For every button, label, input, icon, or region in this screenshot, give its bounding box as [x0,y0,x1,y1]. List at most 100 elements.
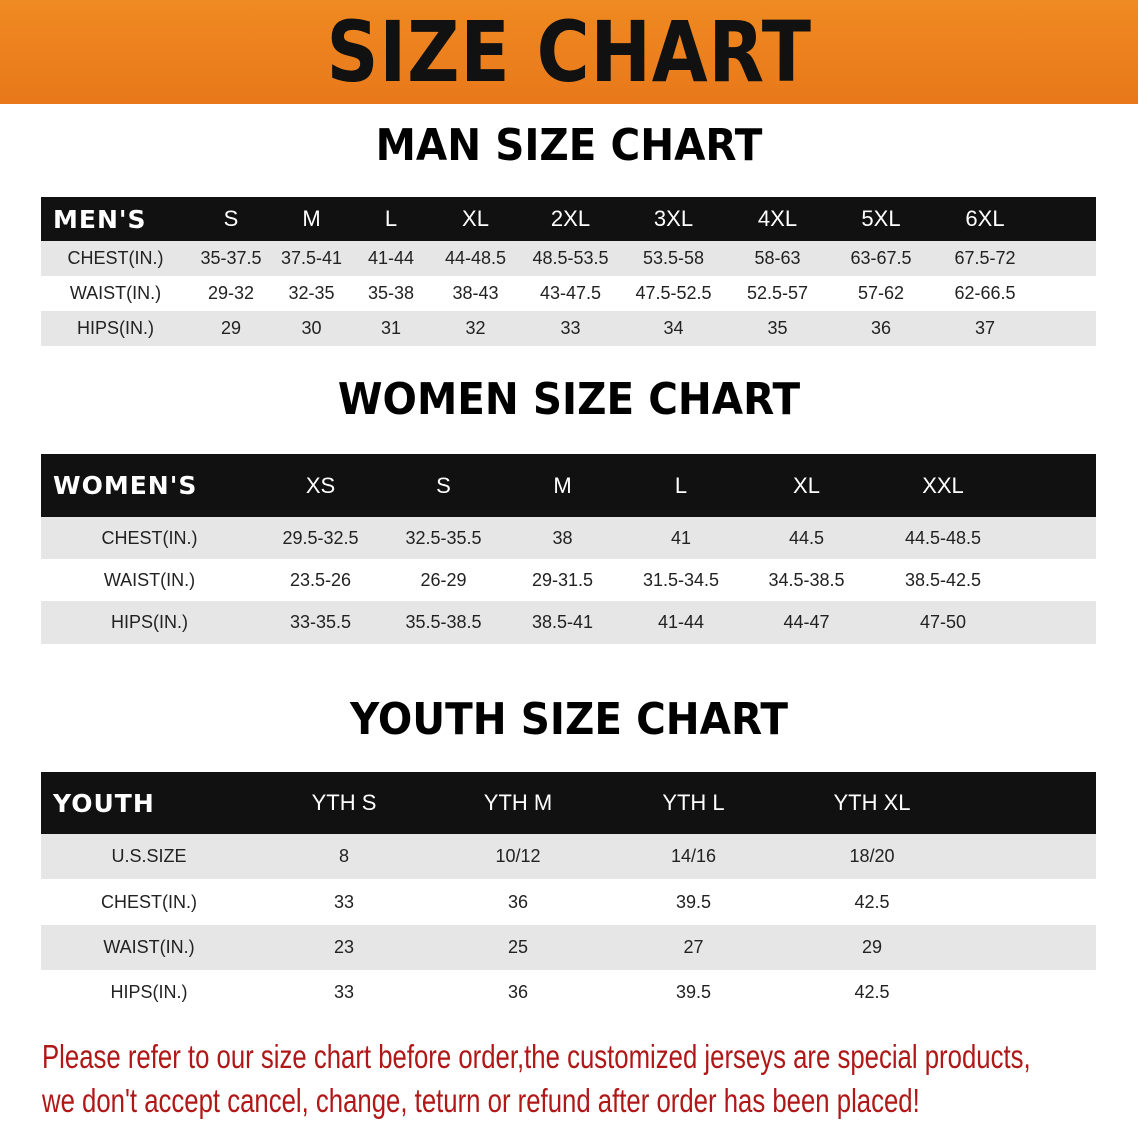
measurement-cell: 44-48.5 [444,248,507,268]
measurement-cell: 36 [507,982,529,1002]
measurement-cell: 33-35.5 [289,612,352,632]
measurement-cell: 30 [301,318,322,338]
table-row: HIPS(IN.) 33 36 39.5 42.5 [41,970,1096,1015]
measurement-cell: 67.5-72 [954,248,1016,268]
measurement-cell: 29.5-32.5 [282,527,359,548]
size-chart-banner: SIZE CHART [0,0,1138,104]
measurement-cell: 32.5-35.5 [405,527,482,548]
measurement-cell: 25 [507,937,529,957]
table-header-row: YOUTH YTH S YTH M YTH L YTH XL [41,772,1096,834]
measurement-cell: 35-37.5 [200,248,262,268]
women-section-title: WOMEN SIZE CHART [337,374,801,425]
row-label: CHEST(IN.) [101,891,197,912]
measurement-cell: 38-43 [452,283,499,303]
size-header: XL [793,472,820,498]
measurement-cell: 47-50 [919,612,967,632]
measurement-cell: 41-44 [657,612,705,632]
measurement-cell: 35-38 [367,283,415,303]
table-row: U.S.SIZE 8 10/12 14/16 18/20 [41,834,1096,879]
measurement-cell: 29 [861,937,883,957]
youth-size-table: YOUTH YTH S YTH M YTH L YTH XL U.S.SIZE 8 10/12… [41,772,1096,1015]
table-header-row: MEN'S S M L XL 2XL 3XL 4XL 5XL 6XL [41,197,1096,241]
men-section-title: MAN SIZE CHART [375,120,763,171]
measurement-cell: 38 [552,527,573,548]
measurement-cell: 44-47 [783,612,830,632]
measurement-cell: 33 [333,891,355,912]
row-label: HIPS(IN.) [110,612,188,632]
row-label: WAIST(IN.) [103,569,196,590]
measurement-cell: 29-31.5 [531,569,594,590]
measurement-cell: 57-62 [857,283,905,303]
measurement-cell: 36 [870,318,892,338]
table-row: CHEST(IN.) 33 36 39.5 42.5 [41,879,1096,925]
measurement-cell: 32-35 [288,283,335,303]
measurement-cell: 53.5-58 [642,248,705,268]
row-label: CHEST(IN.) [101,527,198,548]
size-header: 4XL [757,206,798,231]
measurement-cell: 31.5-34.5 [642,569,720,590]
measurement-cell: 43-47.5 [539,283,602,303]
measurement-cell: 29-32 [207,283,255,303]
size-header: S [223,206,239,231]
table-row: HIPS(IN.) 33-35.5 35.5-38.5 38.5-41 41-44 44-… [41,601,1096,644]
measurement-cell: 23 [333,937,355,957]
notice-line-1: Please refer to our size chart before or… [42,1038,1031,1075]
row-label: CHEST(IN.) [67,248,164,268]
size-header: XXL [922,472,964,498]
measurement-cell: 62-66.5 [954,283,1016,303]
size-header: 3XL [653,206,694,231]
measurement-cell: 35.5-38.5 [405,612,482,632]
measurement-cell: 52.5-57 [746,283,809,303]
measurement-cell: 39.5 [675,891,712,912]
size-header: L [674,472,688,498]
size-header: YTH S [311,790,377,815]
measurement-cell: 41-44 [367,248,415,268]
size-header: S [436,472,451,498]
measurement-cell: 18/20 [849,846,895,866]
size-header: 5XL [861,206,901,231]
measurement-cell: 39.5 [675,982,712,1002]
measurement-cell: 48.5-53.5 [532,248,609,268]
measurement-cell: 44.5-48.5 [904,527,982,548]
size-header: XS [305,472,336,498]
measurement-cell: 34.5-38.5 [768,569,845,590]
measurement-cell: 23.5-26 [289,569,352,590]
measurement-cell: 33 [560,318,581,338]
measurement-cell: 33 [333,982,355,1002]
table-corner-label: MEN'S [53,204,147,234]
row-label: HIPS(IN.) [76,318,154,338]
size-header: 6XL [965,206,1005,231]
table-row: WAIST(IN.) 23 25 27 29 [41,925,1096,970]
table-corner-label: YOUTH [53,788,155,818]
measurement-cell: 14/16 [670,846,717,866]
size-header: YTH L [662,790,725,815]
measurement-cell: 27 [683,937,704,957]
size-header: YTH M [483,790,553,815]
size-header: XL [462,206,489,231]
table-header-row: WOMEN'S XS S M L XL XXL [41,454,1096,517]
men-size-table: MEN'S S M L XL 2XL 3XL 4XL 5XL 6XL CHEST(IN.) 35-37… [41,197,1096,346]
table-row: HIPS(IN.) 29 30 31 32 33 34 35 36 37 [41,311,1096,346]
size-header: YTH XL [833,790,911,815]
measurement-cell: 42.5 [854,982,890,1002]
table-row: CHEST(IN.) 35-37.5 37.5-41 41-44 44-48.5 48.5… [41,241,1096,276]
measurement-cell: 38.5-42.5 [904,569,982,590]
measurement-cell: 37.5-41 [280,248,343,268]
table-row: WAIST(IN.) 29-32 32-35 35-38 38-43 43-47.5 47.… [41,276,1096,311]
size-header: M [302,206,321,231]
measurement-cell: 41 [670,527,692,548]
measurement-cell: 58-63 [754,248,801,268]
table-row: CHEST(IN.) 29.5-32.5 32.5-35.5 38 41 44.5 44.5… [41,517,1096,559]
row-label: U.S.SIZE [111,846,187,866]
measurement-cell: 36 [507,891,529,912]
size-header: 2XL [550,206,591,231]
table-corner-label: WOMEN'S [53,471,198,500]
measurement-cell: 32 [465,318,486,338]
measurement-cell: 34 [663,318,684,338]
size-header: L [384,206,398,231]
notice-line-2: we don't accept cancel, change, teturn o… [42,1082,920,1119]
measurement-cell: 10/12 [495,846,541,866]
measurement-cell: 44.5 [788,527,825,548]
measurement-cell: 35 [767,318,788,338]
women-size-table: WOMEN'S XS S M L XL XXL CHEST(IN.) 29.5-32.5 32.5… [41,454,1096,644]
